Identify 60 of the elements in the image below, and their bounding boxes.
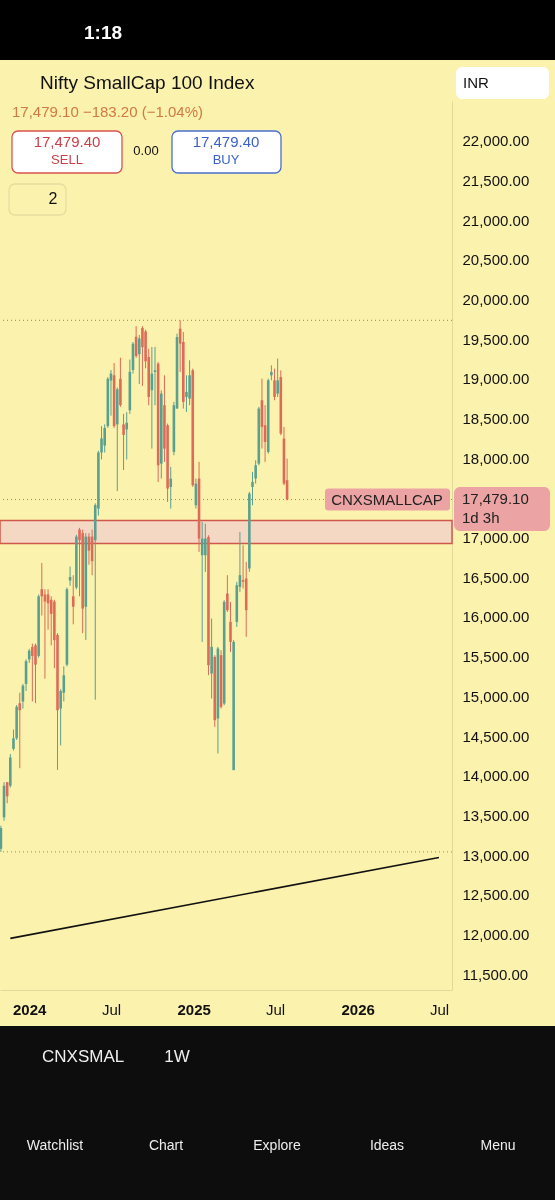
annotation: BUY (212, 152, 240, 167)
x-tick-label: 2026 (341, 1000, 375, 1018)
text: Menu (480, 1137, 516, 1153)
text: INR (463, 74, 489, 91)
candlestick (273, 368, 276, 401)
candlestick (185, 374, 188, 413)
y-tick-label: 14,000.00 (462, 767, 530, 785)
x-tick-label: Jul (265, 1000, 286, 1018)
candlestick (0, 825, 3, 853)
y-tick-label: 19,000.00 (462, 370, 530, 388)
y-tick-label: 18,500.00 (462, 410, 530, 427)
candlestick (71, 574, 75, 625)
x-tick-label: 2024 (13, 1000, 48, 1018)
x-tick-label: Jul (101, 1000, 122, 1018)
candlestick (204, 523, 207, 573)
annotation: SELL (51, 152, 83, 167)
candlestick (169, 466, 173, 510)
annotation: 2 (48, 190, 58, 207)
candlestick (276, 358, 279, 398)
y-tick-label: 14,500.00 (462, 727, 530, 745)
text: 1d 3h (462, 509, 500, 526)
y-tick-label: 12,000.00 (462, 925, 530, 943)
y-tick-label: 16,000.00 (462, 608, 530, 626)
text: 1:18 (83, 22, 123, 43)
y-tick-label: 22,000.00 (462, 132, 530, 150)
y-tick-label: 16,500.00 (462, 568, 530, 586)
text: CNXSMAL (42, 1047, 125, 1066)
text: Watchlist (26, 1137, 84, 1153)
y-tick-label: 11,500.00 (462, 965, 529, 983)
y-tick-label: 15,000.00 (462, 687, 530, 705)
y-tick-label: 13,000.00 (462, 846, 530, 864)
y-tick-label: 20,500.00 (462, 251, 530, 269)
annotation: 17,479.40 (192, 133, 260, 150)
y-tick-label: 12,500.00 (462, 886, 530, 904)
y-tick-label: 21,500.00 (462, 171, 530, 189)
y-tick-label: 19,500.00 (462, 330, 530, 348)
y-tick-label: 18,000.00 (462, 449, 530, 467)
y-tick-label: 17,000.00 (462, 529, 530, 547)
y-tick-label: 13,500.00 (462, 806, 530, 824)
candlestick (34, 643, 37, 704)
candlestick (125, 411, 128, 460)
text: 17,479.10 (462, 490, 529, 507)
annotation: 17,479.40 (33, 133, 101, 150)
text: Explore (253, 1137, 301, 1153)
text: Ideas (369, 1137, 405, 1153)
y-tick-label: 21,000.00 (462, 211, 530, 229)
candlestick (31, 643, 34, 702)
candlestick (141, 325, 144, 387)
candlestick (137, 334, 141, 385)
y-tick-label: 15,500.00 (462, 648, 530, 666)
ref-line-label: CNXSMALLCAP (331, 490, 443, 508)
chart-subtitle: 17,479.10 −183.20 (−1.04%) (12, 103, 203, 120)
x-tick-label: 2025 (177, 1000, 211, 1018)
chart-title: Nifty SmallCap 100 Index (40, 72, 255, 93)
annotation: 0.00 (133, 143, 159, 158)
candlestick (122, 413, 125, 471)
text: Chart (148, 1137, 184, 1153)
text: 1W (164, 1047, 190, 1066)
y-tick-label: 20,000.00 (462, 290, 530, 308)
x-tick-label: Jul (429, 1000, 450, 1018)
